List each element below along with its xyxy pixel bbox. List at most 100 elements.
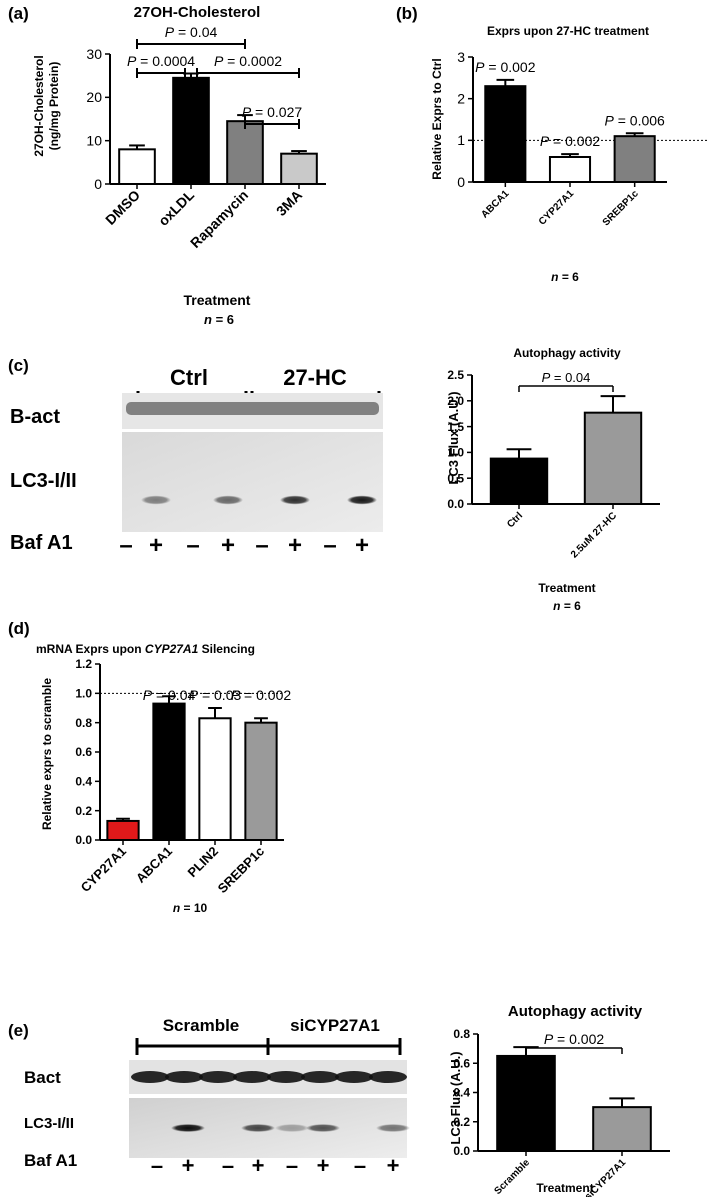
blot-e-label-bact: Bact [24, 1068, 61, 1087]
blot-c-label-baf: Baf A1 [10, 532, 73, 554]
chartB-ytick-label-1: 1 [457, 132, 465, 148]
chartE-bar-scramble [496, 1054, 556, 1152]
blot-e-baf-sign-4: – [286, 1153, 298, 1178]
chartA-bracket-1-label-value: = 0.0004 [136, 53, 195, 69]
blot-c-lc3-band-7 [347, 495, 377, 505]
chartD-p-label-3-value: = 0.002 [240, 687, 291, 703]
chartE-category-0: Scramble [493, 1157, 533, 1197]
blot-e-baf-sign-3: + [252, 1153, 265, 1178]
chartA-bracket-3-label-p: P [242, 104, 252, 120]
chartA-bracket-1-label-p: P [127, 53, 137, 69]
chartD-p-label-1-value: = 0.04 [152, 687, 195, 703]
blot-c-lc3-strip [122, 432, 383, 532]
blot-e-bact-band-5 [301, 1071, 339, 1083]
chartE-ytick-label-0: 0.0 [453, 1144, 470, 1158]
chart-a-xlabel: Treatment [184, 292, 251, 308]
chartE-bar-sicyp27a1 [592, 1106, 652, 1152]
chart-e-xlabel: Treatment [536, 1181, 593, 1195]
chartD-bar-plin2 [198, 717, 232, 841]
chartA-bar-oxldl [172, 76, 210, 185]
chartB-p-label-1-p: P [540, 133, 550, 149]
chartD-ytick-label-3: 0.6 [75, 745, 92, 759]
chartD-ytick-label-6: 1.2 [75, 657, 92, 671]
blot-e-lc3-band-4 [275, 1124, 309, 1132]
chartC-category-1: 2.5uM 27-HC [569, 510, 619, 560]
chart-d-ylabel: Relative exprs to scramble [40, 678, 54, 830]
blot-c-baf-sign-3: + [221, 532, 235, 559]
chartA-ytick-label-1: 10 [86, 133, 102, 149]
chartB-bar-abca1 [484, 85, 527, 183]
blot-e-lc3-band-3 [241, 1124, 275, 1132]
blot-c: Ctrl 27-HC B-act LC3-I/II Baf A1 – + – + – + –… [10, 365, 383, 559]
chartB-p-label-1-value: = 0.002 [549, 133, 600, 149]
blot-e-label-lc3: LC3-I/II [24, 1115, 74, 1132]
chartB-p-label-0-value: = 0.002 [485, 59, 536, 75]
chartD-ytick-label-4: 0.8 [75, 716, 92, 730]
chartB-p-label-2: P = 0.006 [604, 112, 665, 128]
blot-e: Scramble siCYP27A1 Bact LC3-I/II Baf A1 … [24, 1016, 410, 1178]
chart-b-n-italic: n [551, 270, 558, 284]
chart-c-n-italic: n [553, 599, 560, 613]
blot-c-baf-sign-7: + [355, 532, 369, 559]
chartD-bar-abca1 [152, 702, 186, 841]
blot-c-group-27hc: 27-HC [283, 365, 347, 390]
chartD-category-1: ABCA1 [133, 844, 175, 886]
chartA-bracket-1-label: P = 0.0004 [127, 53, 195, 69]
blot-c-baf-sign-4: – [255, 532, 268, 559]
chartD-ytick-label-0: 0.0 [75, 833, 92, 847]
chart-d-title-1: mRNA Exprs upon [36, 642, 145, 656]
chartA-ytick-label-3: 30 [86, 46, 102, 62]
chart-d-title-3: Silencing [198, 642, 255, 656]
chartB-p-label-0-p: P [475, 59, 485, 75]
chartD-bar-cyp27a1 [106, 819, 140, 842]
chartE-ytick-label-1: 0.2 [453, 1115, 470, 1129]
blot-e-label-baf: Baf A1 [24, 1151, 77, 1170]
chartD-p-label-3-p: P [231, 687, 241, 703]
panel-a-letter: (a) [8, 4, 29, 23]
chartC-bracket-label-value: = 0.04 [550, 370, 590, 385]
chart-b-n-label: n = 6 [551, 270, 579, 284]
chartD-ytick-label-2: 0.4 [75, 775, 92, 789]
blot-e-bact-band-7 [369, 1071, 407, 1083]
chartC-ytick-label-1: 0.5 [447, 471, 464, 485]
blot-c-baf-sign-5: + [288, 532, 302, 559]
chart-c-n-label: n = 6 [553, 599, 581, 613]
chart-a-ylabel-2: (ng/mg Protein) [47, 62, 61, 151]
blot-c-group-ctrl: Ctrl [170, 365, 208, 390]
panel-c-letter: (c) [8, 356, 29, 375]
chartD-p-label-3: P = 0.002 [231, 687, 292, 703]
chartD-category-0: CYP27A1 [78, 844, 129, 895]
chartC-ytick-label-2: 1.0 [447, 446, 464, 460]
chartB-p-label-1: P = 0.002 [540, 133, 601, 149]
chartD-p-label-2-value: = 0.03 [198, 687, 241, 703]
chartC-bracket-label: P = 0.04 [542, 370, 591, 385]
chartB-ytick-label-0: 0 [457, 174, 465, 190]
chartE-ytick-label-2: 0.4 [453, 1086, 470, 1100]
chartD-category-2: PLIN2 [184, 844, 221, 881]
blot-e-group-scramble: Scramble [163, 1016, 240, 1035]
chartB-ytick-label-3: 3 [457, 49, 465, 65]
chartD-bar-srebp1c [244, 721, 278, 842]
chart-b-title: Exprs upon 27-HC treatment [487, 24, 649, 38]
chart-c-xlabel: Treatment [538, 581, 595, 595]
chartE-ytick-label-4: 0.8 [453, 1027, 470, 1041]
chart-a-n-italic: n [204, 312, 212, 327]
chart-c-title: Autophagy activity [513, 346, 621, 360]
blot-c-label-lc3: LC3-I/II [10, 470, 77, 492]
blot-c-label-bact: B-act [10, 406, 60, 428]
chartB-bar-srebp1c [613, 135, 656, 184]
chartB-bar-cyp27a1 [548, 156, 592, 183]
chartE-category-1: siCYP27A1 [583, 1157, 628, 1197]
chartD-ytick-label-1: 0.2 [75, 804, 92, 818]
chartA-bracket-0-label-value: = 0.04 [174, 24, 217, 40]
chart-e-title: Autophagy activity [508, 1003, 643, 1020]
chartA-category-1: oxLDL [155, 186, 197, 228]
chart-c-n-value: = 6 [560, 599, 581, 613]
chartE-bracket-label: P = 0.002 [544, 1031, 605, 1047]
chartA-category-3: 3MA [273, 187, 305, 219]
chartA-bracket-0-label: P = 0.04 [165, 24, 218, 40]
blot-c-lc3-band-1 [141, 495, 171, 505]
chartE-ytick-label-3: 0.6 [453, 1056, 470, 1070]
blot-c-bact-band [126, 402, 379, 415]
blot-e-baf-sign-5: + [317, 1153, 330, 1178]
